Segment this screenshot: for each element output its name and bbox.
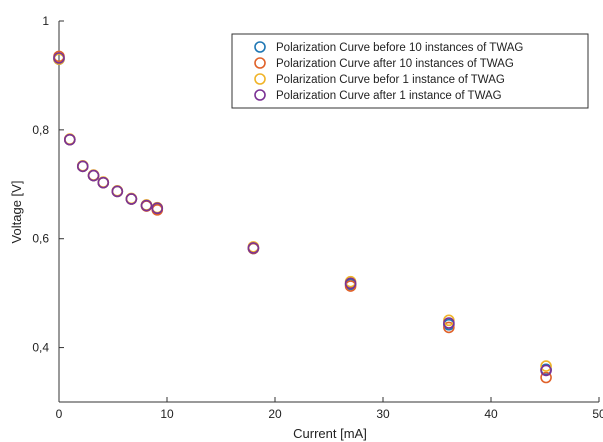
data-point xyxy=(443,321,455,334)
legend: Polarization Curve before 10 instances o… xyxy=(231,33,589,109)
data-point xyxy=(151,202,164,215)
x-tick-label: 50 xyxy=(592,407,603,421)
y-tick-label: 0,8 xyxy=(32,123,49,137)
data-points xyxy=(53,50,552,384)
data-point xyxy=(247,242,260,254)
data-point xyxy=(140,199,153,212)
data-point xyxy=(125,193,138,205)
y-tick-label: 0,4 xyxy=(32,341,49,355)
y-axis-label: Voltage [V] xyxy=(9,181,24,244)
legend-marker xyxy=(254,57,266,69)
legend-box xyxy=(231,33,589,109)
data-point xyxy=(443,317,455,329)
legend-label: Polarization Curve befor 1 instance of T… xyxy=(276,74,505,86)
data-point xyxy=(344,277,357,290)
legend-label: Polarization Curve after 10 instances of… xyxy=(276,58,514,70)
data-point xyxy=(53,52,65,64)
legend-label: Polarization Curve after 1 instance of T… xyxy=(276,90,502,102)
data-point xyxy=(76,160,89,173)
legend-marker xyxy=(254,89,266,101)
data-point xyxy=(540,364,552,377)
x-tick-label: 20 xyxy=(268,407,282,421)
x-tick-label: 40 xyxy=(484,407,498,421)
data-point xyxy=(111,185,124,198)
data-point xyxy=(540,360,552,372)
data-point xyxy=(97,176,110,189)
legend-label: Polarization Curve before 10 instances o… xyxy=(276,42,523,54)
data-point xyxy=(64,133,76,146)
y-tick-label: 1 xyxy=(42,14,49,28)
x-tick-label: 0 xyxy=(56,407,63,421)
data-point xyxy=(87,169,100,182)
legend-marker xyxy=(254,73,266,85)
x-tick-label: 10 xyxy=(160,407,174,421)
y-tick-label: 0,6 xyxy=(32,232,49,246)
data-point xyxy=(540,371,552,384)
x-tick-label: 30 xyxy=(376,407,390,421)
axes: 0 10 20 30 40 50 0,4 0,6 0,8 1 xyxy=(32,14,603,421)
x-axis-label: Current [mA] xyxy=(293,426,367,441)
legend-marker xyxy=(254,41,266,53)
